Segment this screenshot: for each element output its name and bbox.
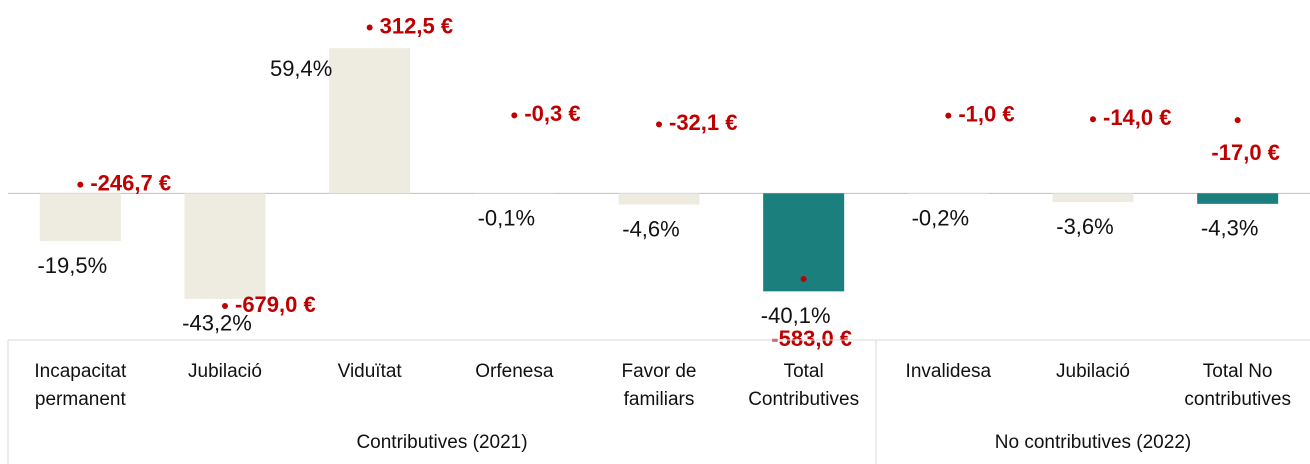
category-label: Total No contributives: [1184, 361, 1291, 410]
bar-value-label: -0,1%: [478, 205, 535, 230]
group-label: Contributives (2021): [356, 432, 528, 453]
euro-dot: [222, 303, 228, 310]
euro-value-label: 312,5 €: [380, 13, 453, 38]
bar-value-label: -3,6%: [1056, 214, 1113, 239]
euro-value-label: -32,1 €: [669, 110, 738, 135]
bar: [1052, 193, 1134, 203]
euro-dot: [945, 112, 952, 119]
bar: [618, 193, 700, 205]
euro-dot: [800, 276, 807, 283]
euro-dot: [656, 121, 662, 128]
bar-value-label: -43,2%: [182, 311, 252, 336]
category-label: Invalidesa: [905, 361, 992, 382]
category-label: Jubilació: [188, 361, 262, 382]
category-label: Viduïtat: [337, 361, 402, 382]
euro-dot: [366, 24, 373, 31]
bar-value-label: -19,5%: [37, 253, 107, 278]
bar-value-label: -40,1%: [761, 303, 831, 328]
category-label: Jubilació: [1056, 361, 1130, 382]
euro-value-label: -0,3 €: [524, 101, 580, 126]
bar: [184, 193, 266, 299]
category-label: Orfenesa: [475, 361, 554, 382]
bar: [763, 193, 845, 292]
bar-value-label: -4,6%: [622, 216, 679, 241]
bar: [1197, 193, 1279, 204]
bar-value-label: -0,2%: [912, 206, 969, 231]
category-label: Incapacitat permanent: [34, 361, 127, 410]
euro-value-label: -17,0 €: [1211, 140, 1280, 165]
bar: [39, 193, 121, 241]
euro-value-label: -246,7 €: [90, 170, 171, 195]
euro-dot: [1090, 116, 1096, 123]
bar-value-label: -4,3%: [1201, 216, 1258, 241]
category-label: Total Contributives: [748, 361, 860, 410]
category-label: Favor de familiars: [621, 361, 697, 410]
bar: [329, 48, 411, 194]
euro-dot: [77, 181, 84, 188]
euro-value-label: -583,0 €: [771, 326, 852, 351]
euro-dot: [1234, 117, 1241, 124]
euro-dot: [511, 112, 518, 119]
euro-value-label: -1,0 €: [958, 101, 1014, 126]
bar-value-label: 59,4%: [270, 56, 332, 81]
group-label: No contributives (2022): [994, 432, 1192, 453]
euro-value-label: -679,0 €: [235, 292, 316, 317]
euro-value-label: -14,0 €: [1103, 105, 1172, 130]
